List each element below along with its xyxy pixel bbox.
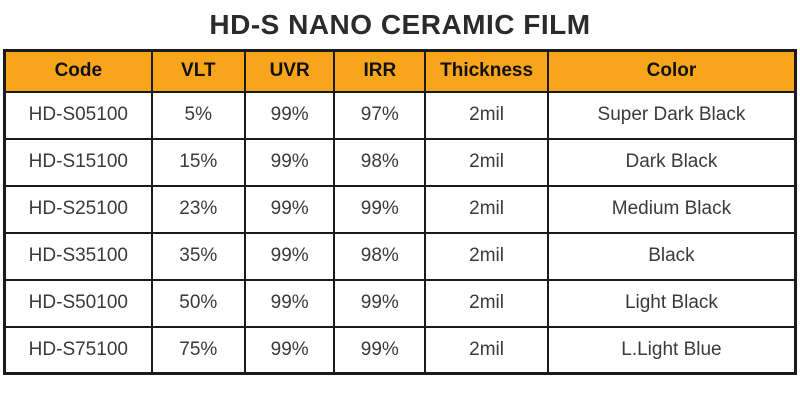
table-cell: L.Light Blue [546,325,797,375]
table-cell: 2mil [424,137,549,187]
spec-table: Code VLT UVR IRR Thickness Color HD-S05100 5% 9… [3,49,797,375]
column-header: Thickness [424,49,549,93]
table-cell: 2mil [424,184,549,234]
table-cell: 5% [150,90,246,140]
table-row: HD-S50100 50% 99% 99% 2mil Light Black [3,278,797,328]
table-cell: 35% [150,231,246,281]
table-cell: 75% [150,325,246,375]
table-cell: HD-S15100 [3,137,153,187]
table-cell: 99% [243,325,336,375]
column-header: VLT [150,49,246,93]
table-cell: 99% [333,184,427,234]
column-header: Color [546,49,797,93]
table-cell: 50% [150,278,246,328]
column-header: IRR [333,49,427,93]
table-cell: 23% [150,184,246,234]
table-row: HD-S05100 5% 99% 97% 2mil Super Dark Black [3,90,797,140]
table-cell: HD-S75100 [3,325,153,375]
table-row: HD-S35100 35% 99% 98% 2mil Black [3,231,797,281]
table-cell: 98% [333,231,427,281]
table-cell: 97% [333,90,427,140]
table-row: HD-S75100 75% 99% 99% 2mil L.Light Blue [3,325,797,375]
table-cell: Dark Black [546,137,797,187]
table-cell: Light Black [546,278,797,328]
table-cell: 15% [150,137,246,187]
table-cell: Medium Black [546,184,797,234]
table-cell: 2mil [424,231,549,281]
table-cell: 99% [333,325,427,375]
table-row: HD-S15100 15% 99% 98% 2mil Dark Black [3,137,797,187]
table-header-row: Code VLT UVR IRR Thickness Color [3,49,797,93]
table-cell: HD-S25100 [3,184,153,234]
table-cell: HD-S05100 [3,90,153,140]
table-cell: 99% [243,90,336,140]
table-cell: 2mil [424,90,549,140]
table-cell: 99% [243,231,336,281]
table-cell: HD-S50100 [3,278,153,328]
table-cell: 2mil [424,325,549,375]
table-cell: 99% [243,137,336,187]
table-cell: Black [546,231,797,281]
table-cell: 99% [243,278,336,328]
column-header: Code [3,49,153,93]
table-cell: 99% [333,278,427,328]
table-cell: 99% [243,184,336,234]
table-cell: HD-S35100 [3,231,153,281]
column-header: UVR [243,49,336,93]
title-bar: HD-S NANO CERAMIC FILM [0,0,800,49]
table-cell: Super Dark Black [546,90,797,140]
table-row: HD-S25100 23% 99% 99% 2mil Medium Black [3,184,797,234]
table-cell: 98% [333,137,427,187]
page-title: HD-S NANO CERAMIC FILM [209,8,591,40]
table-cell: 2mil [424,278,549,328]
